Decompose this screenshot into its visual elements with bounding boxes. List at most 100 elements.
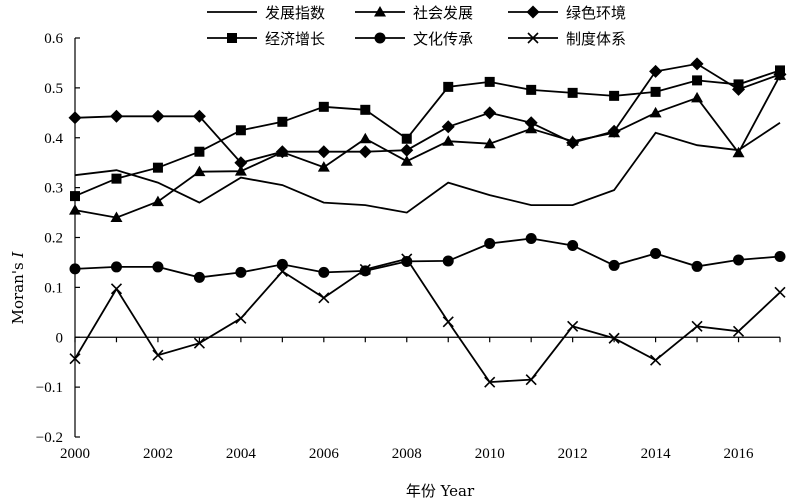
x-tick-label: 2006	[309, 446, 340, 462]
legend-item: 文化传承	[355, 30, 473, 48]
legend-marker	[374, 6, 386, 17]
legend-item: 绿色环境	[508, 4, 626, 22]
y-axis-title: Moran's I	[9, 251, 27, 325]
data-point	[442, 316, 454, 328]
y-tick-label: 0.3	[44, 181, 63, 197]
data-point	[359, 265, 371, 277]
data-point	[649, 64, 663, 78]
data-point	[650, 247, 662, 259]
data-point	[483, 137, 496, 149]
data-point	[193, 165, 206, 177]
data-point	[193, 337, 205, 349]
y-axis-title-italic: I	[9, 251, 27, 259]
data-point	[358, 145, 372, 159]
x-tick-label: 2014	[641, 446, 672, 462]
data-point	[442, 255, 454, 267]
series-line	[74, 122, 781, 214]
data-point	[525, 232, 537, 244]
data-point	[110, 261, 122, 273]
data-point	[275, 145, 289, 159]
data-point	[152, 349, 164, 361]
data-point	[566, 136, 580, 150]
y-tick-label: 0.6	[44, 31, 63, 47]
y-tick-label: 0	[56, 330, 64, 346]
x-tick-label: 2012	[558, 446, 588, 462]
data-point	[567, 239, 579, 251]
data-point	[400, 155, 413, 166]
data-point	[774, 250, 786, 262]
data-point	[234, 156, 248, 170]
data-point	[69, 263, 81, 275]
data-point	[608, 332, 620, 344]
data-point	[193, 271, 205, 283]
data-point	[109, 109, 123, 123]
legend-item: 发展指数	[207, 4, 325, 22]
data-point	[775, 65, 785, 76]
data-point	[110, 211, 123, 223]
data-point	[524, 116, 538, 130]
data-point	[235, 312, 247, 324]
legend-marker	[526, 5, 540, 19]
data-point	[194, 146, 205, 157]
x-tick-label: 2016	[724, 446, 755, 462]
data-point	[276, 265, 288, 277]
data-point	[733, 254, 745, 266]
data-point	[525, 374, 537, 386]
axes: −0.2 −0.1 0 0.1 0.2 0.3 0.4 0.5 0.6 2000 2002 2004 2…	[36, 31, 781, 462]
legend-item: 制度体系	[508, 30, 626, 48]
data-point	[443, 81, 454, 92]
data-point	[401, 133, 412, 144]
data-point	[235, 125, 246, 136]
y-tick-label: 0.5	[44, 81, 63, 97]
data-point	[69, 353, 81, 365]
data-point	[318, 101, 329, 112]
y-tick-label: 0.2	[44, 231, 63, 247]
data-point	[691, 260, 703, 272]
legend-label: 经济增长	[265, 30, 325, 48]
data-point	[690, 57, 704, 71]
series-line	[74, 237, 781, 279]
data-point	[400, 143, 414, 157]
data-point	[650, 86, 661, 97]
data-point	[608, 259, 620, 271]
series-6	[69, 253, 786, 388]
legend-marker	[374, 32, 386, 44]
data-point	[484, 76, 495, 87]
legend-marker	[527, 32, 539, 44]
y-tick-label: −0.1	[36, 380, 63, 396]
x-tick-label: 2004	[226, 446, 257, 462]
data-point	[152, 261, 164, 273]
data-point	[401, 253, 413, 265]
data-point	[774, 286, 786, 298]
data-point	[484, 237, 496, 249]
data-point	[68, 111, 82, 125]
data-point	[441, 120, 455, 134]
data-point	[607, 124, 621, 138]
x-tick-label: 2000	[60, 446, 90, 462]
data-point	[318, 292, 330, 304]
series-2	[69, 69, 786, 223]
data-point	[276, 258, 288, 270]
series-line	[74, 69, 781, 197]
data-point	[692, 75, 703, 86]
legend-label: 社会发展	[413, 4, 473, 22]
legend-marker	[227, 33, 237, 43]
data-point	[360, 104, 371, 115]
data-point	[691, 91, 704, 103]
data-point	[235, 266, 247, 278]
data-point	[317, 145, 331, 159]
data-point	[484, 376, 496, 388]
data-point	[318, 266, 330, 278]
data-point	[733, 79, 744, 90]
y-tick-label: 0.4	[44, 131, 63, 147]
series-line	[74, 62, 781, 164]
series-1	[74, 122, 781, 214]
data-point	[732, 325, 745, 337]
series-group	[68, 57, 787, 388]
data-point	[359, 132, 372, 144]
y-tick-label: 0.1	[44, 280, 63, 296]
legend-label: 文化传承	[413, 30, 473, 48]
data-point	[567, 320, 579, 332]
